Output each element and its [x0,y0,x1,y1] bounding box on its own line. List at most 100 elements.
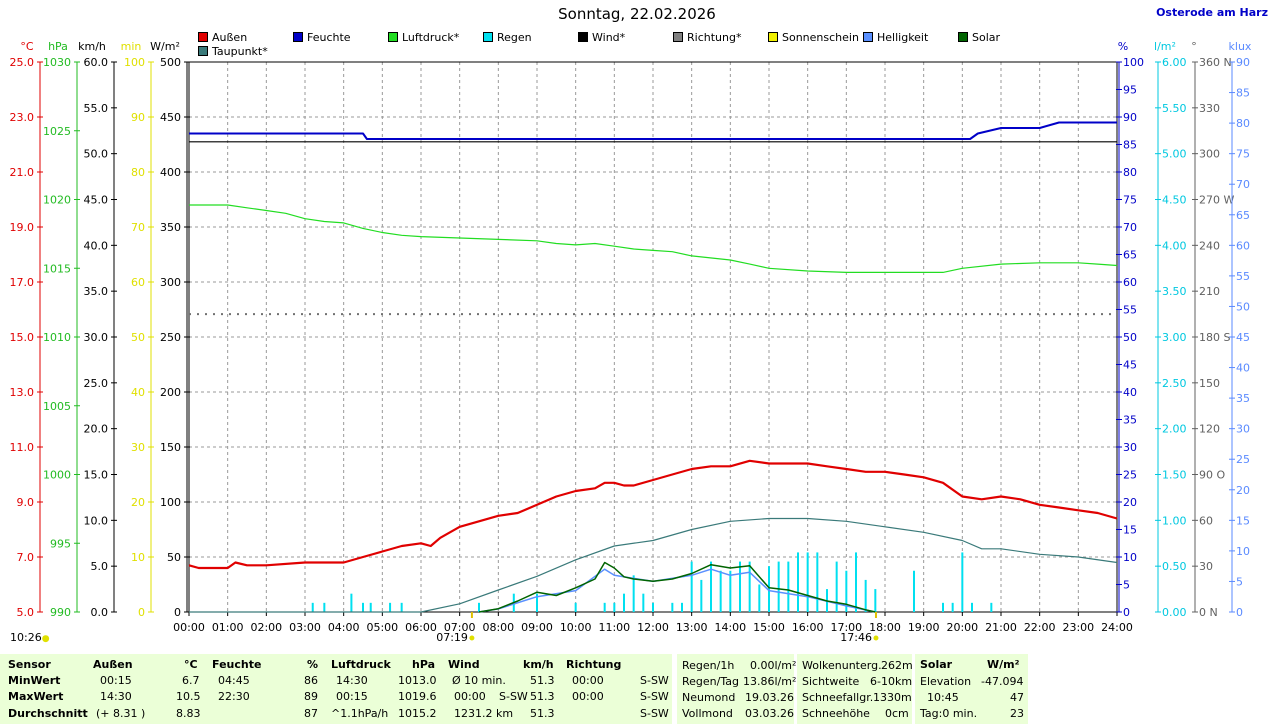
legend-item: Regen [483,31,532,44]
solar-axis-tick-label: 450 [160,111,181,124]
legend-swatch [673,32,683,42]
humidity-axis-tick-label: 0 [1123,606,1130,619]
rain-bar [787,561,790,612]
rain-axis-tick-label: 1.00 [1162,514,1187,527]
wind-axis-tick-label: 20.0 [84,423,109,436]
sun-icon: ● [41,634,50,644]
x-axis-tick-label: 06:00 [405,621,437,634]
rain-bar [864,579,867,612]
rain-axis-tick-label: 4.00 [1162,239,1187,252]
rain-bar [613,602,616,612]
stats-wind-avg-note: 1231.2 km [454,707,514,720]
stats-min-label: MinWert [8,674,61,687]
temp-axis-tick-label: 5.0 [17,606,35,619]
stats-luftdruck-unit: hPa [412,658,436,671]
rain-bar [951,602,954,612]
rain-bar [913,570,915,612]
rain-axis-tick-label: 0.00 [1162,606,1187,619]
rain-bar [652,602,654,612]
x-axis-tick-label: 17:00 [830,621,862,634]
humidity-axis-tick-label: 70 [1123,221,1137,234]
solar-r2-label: 10:45 [927,691,959,704]
rain-bar [681,602,683,612]
wolken-r2-label: Sichtweite [802,675,860,688]
pressure-axis-tick-label: 1015 [43,262,71,275]
x-axis-tick-label: 11:00 [598,621,630,634]
humidity-axis-tick-label: 30 [1123,441,1137,454]
direction-axis-tick-label: 240 [1199,239,1220,252]
stats-luftdruck-title: Luftdruck [331,658,391,671]
pressure-axis-tick-label: 1010 [43,331,71,344]
rain-bar [739,561,741,612]
lux-axis-tick-label: 15 [1236,514,1250,527]
stats-solar-title: Solar [920,658,953,671]
stats-richtung-max-val: S-SW [640,690,669,703]
legend-swatch [578,32,588,42]
humidity-axis-tick-label: 55 [1123,304,1137,317]
lux-axis-unit: klux [1229,40,1252,53]
sun-axis-tick-label: 0 [138,606,145,619]
stats-luftdruck-min-val: 1013.0 [398,674,437,687]
stats-wind-min-time: Ø 10 min. [452,674,506,687]
solar-axis-tick-label: 250 [160,331,181,344]
stats-solar-unit: W/m² [987,658,1020,671]
rain-bar [710,561,712,612]
stats-richtung-min-time: 00:00 [572,674,604,687]
stats-luftdruck-avg-val: 1015.2 [398,707,437,720]
rain-bar [642,593,645,612]
wind-axis-tick-label: 35.0 [84,285,109,298]
lux-axis-tick-label: 25 [1236,453,1250,466]
rain-bar [942,602,944,612]
humidity-axis-tick-label: 25 [1123,469,1137,482]
legend-item: Sonnenschein [768,31,859,44]
direction-axis-tick-label: 150 [1199,377,1220,390]
weather-chart: °C 25.0 23.0 21.0 19.0 17.0 15.0 13.0 11.0 9.0 7.0… [10,40,1252,644]
pressure-axis-tick-label: 1025 [43,125,71,138]
rain-bar [990,602,993,612]
wolken-r1-val: 262m [881,659,913,672]
solar-axis-tick-label: 500 [160,56,181,69]
lux-axis-tick-label: 0 [1236,606,1243,619]
regen-r2-label: Regen/Tag [682,675,739,688]
lux-axis-tick-label: 65 [1236,209,1250,222]
legend-label: Regen [497,31,532,44]
humidity-axis-tick-label: 10 [1123,551,1137,564]
stats-aussen-min-val: 6.7 [182,674,200,687]
stats-aussen-title: Außen [93,658,133,671]
x-axis-tick-label: 07:00 [444,621,476,634]
stats-panel: Sensor MinWert MaxWert Durchschnitt Auße… [0,654,1274,724]
stats-regen-panel: Regen/1h 0.00l/m² Regen/Tag 13.86l/m² Ne… [677,654,796,724]
regen-r4-label: Vollmond [682,707,733,720]
wind-axis-unit: km/h [78,40,106,53]
rain-bar [729,570,732,612]
rain-bar [574,602,577,612]
rain-bar [478,602,480,612]
rain-bar [536,593,538,612]
wind-axis-tick-label: 0.0 [91,606,109,619]
regen-r1-label: Regen/1h [682,659,735,672]
x-axis-tick-label: 10:00 [560,621,592,634]
stats-avg-label: Durchschnitt [8,707,88,720]
solar-axis-tick-label: 100 [160,496,181,509]
pressure-axis-tick-label: 1020 [43,194,71,207]
legend-swatch [198,32,208,42]
rain-axis-tick-label: 5.50 [1162,102,1187,115]
x-axis-tick-label: 13:00 [676,621,708,634]
regen-r4-val: 03.03.26 [745,707,794,720]
stats-richtung-max-time: 00:00 [572,690,604,703]
x-axis-tick-label: 14:00 [714,621,746,634]
x-axis-tick-label: 01:00 [212,621,244,634]
legend-label: Sonnenschein [782,31,859,44]
stats-aussen-unit: °C [184,658,198,671]
stats-wind-max-val: 51.3 [530,690,555,703]
solar-r1-label: Elevation [920,675,972,688]
lux-axis-tick-label: 30 [1236,423,1250,436]
rain-bar [311,602,314,612]
direction-axis-tick-label: 270 W [1199,194,1234,207]
rain-axis-tick-label: 3.00 [1162,331,1187,344]
series-line-luftdruck [189,204,1118,273]
legend-item: Helligkeit [863,31,928,44]
rain-axis-tick-label: 0.50 [1162,560,1187,573]
legend-swatch [198,46,208,56]
rain-bar [350,593,353,612]
